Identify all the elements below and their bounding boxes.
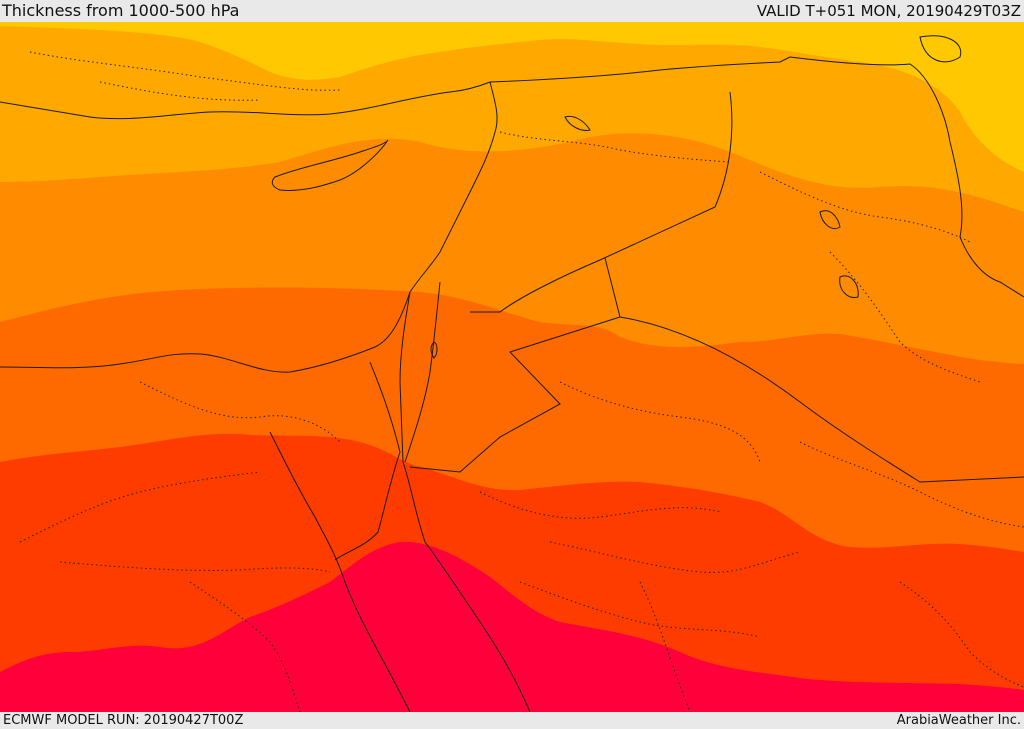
- model-run-label: ECMWF MODEL RUN: 20190427T00Z: [3, 713, 244, 728]
- province-border-j: [559, 381, 761, 463]
- band-crimson: [0, 541, 1024, 712]
- iran-iraq-border: [949, 141, 1024, 298]
- borders-dotted: [19, 51, 1024, 712]
- lake-van: [919, 35, 962, 63]
- red-sea-west-coast: [269, 431, 411, 712]
- map-title: Thickness from 1000-500 hPa: [2, 1, 240, 20]
- footer-bar: ECMWF MODEL RUN: 20190427T00Z ArabiaWeat…: [0, 712, 1024, 729]
- sinai-gulf-of-suez: [334, 361, 401, 561]
- province-border-o: [899, 581, 1024, 688]
- cyprus-outline: [271, 139, 389, 191]
- dead-sea-valley: [404, 281, 441, 463]
- valid-time-label: VALID T+051 MON, 20190429T03Z: [756, 2, 1021, 20]
- sea-of-galilee: [430, 341, 438, 359]
- iraq-saudi-border: [604, 257, 1024, 483]
- province-border-i: [189, 581, 301, 712]
- province-border-n: [799, 441, 1024, 528]
- province-border-b: [99, 81, 261, 101]
- iraq-turkey-border: [789, 56, 951, 143]
- borders-solid: [0, 56, 1024, 712]
- province-border-p: [639, 581, 691, 712]
- syria-turkey-border: [489, 56, 791, 83]
- lake-assad: [564, 115, 591, 131]
- lake-habbaniyah: [839, 275, 859, 299]
- province-border-g: [19, 471, 261, 543]
- red-sea-east-coast: [402, 461, 531, 712]
- lake-tharthar: [819, 210, 841, 229]
- province-border-k: [479, 491, 721, 519]
- band-light-orange: [0, 22, 1024, 212]
- band-yellow: [0, 22, 1024, 172]
- jordan-iraq-border: [470, 259, 601, 313]
- thickness-map[interactable]: [0, 22, 1024, 712]
- header-bar: Thickness from 1000-500 hPa VALID T+051 …: [0, 0, 1024, 22]
- province-border-m: [519, 581, 761, 638]
- jordan-saudi-border: [409, 316, 621, 473]
- coastline-north-africa: [0, 291, 411, 373]
- province-border-a: [29, 51, 341, 91]
- egypt-israel-border: [399, 291, 411, 463]
- coastline-levant: [409, 81, 498, 293]
- syria-iraq-border: [599, 91, 733, 261]
- province-border-h: [59, 561, 331, 573]
- credit-label: ArabiaWeather Inc.: [896, 713, 1021, 728]
- coastline-anatolia: [0, 81, 491, 120]
- province-border-d: [759, 171, 971, 243]
- province-border-f: [139, 381, 341, 443]
- lakes: [430, 35, 962, 359]
